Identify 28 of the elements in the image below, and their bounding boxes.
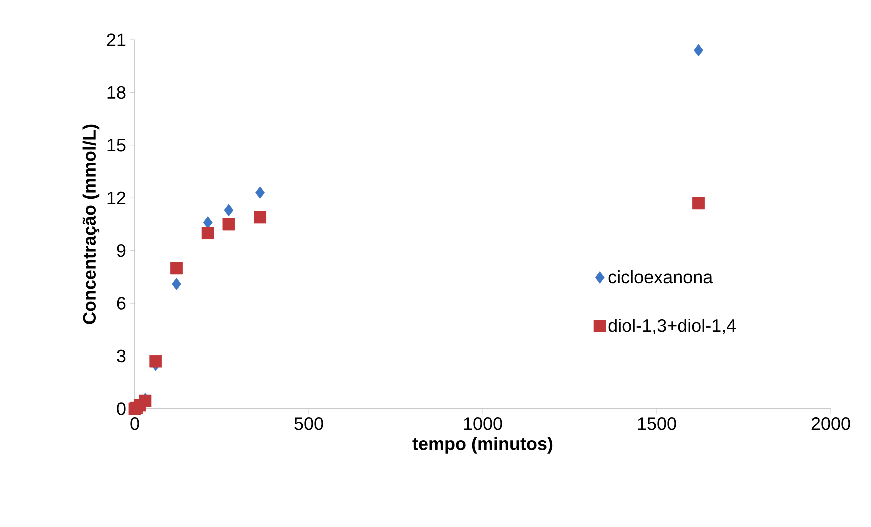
point <box>203 216 213 229</box>
y-tick-label: 21 <box>107 34 126 46</box>
point <box>150 355 162 368</box>
y-tick-label: 3 <box>117 350 126 363</box>
x-tick-label: 500 <box>294 418 324 430</box>
legend-label: cicloexanona <box>608 270 714 284</box>
y-tick-label: 6 <box>117 297 126 310</box>
y-tick-label: 9 <box>117 244 126 258</box>
x-axis-title: tempo (minutos) <box>412 437 553 454</box>
x-tick-label: 1000 <box>464 418 502 430</box>
point <box>694 44 704 57</box>
x-tick-label: 0 <box>130 418 140 430</box>
y-tick-label: 12 <box>108 192 126 204</box>
point <box>256 186 265 200</box>
point <box>224 204 234 217</box>
x-tick-label: 2000 <box>812 418 850 430</box>
point <box>172 278 182 290</box>
point <box>692 197 705 210</box>
point <box>254 211 266 224</box>
y-tick-label: 18 <box>108 86 126 100</box>
point <box>202 227 214 240</box>
y-tick-label: 0 <box>117 402 126 416</box>
point <box>170 262 183 275</box>
y-axis-title: Concentração (mmol/L) <box>82 124 100 324</box>
x-tick-label: 1500 <box>638 418 676 430</box>
y-tick-label: 15 <box>108 139 126 152</box>
point <box>222 218 236 231</box>
legend-label: diol-1,3+diol-1,4 <box>608 318 736 334</box>
